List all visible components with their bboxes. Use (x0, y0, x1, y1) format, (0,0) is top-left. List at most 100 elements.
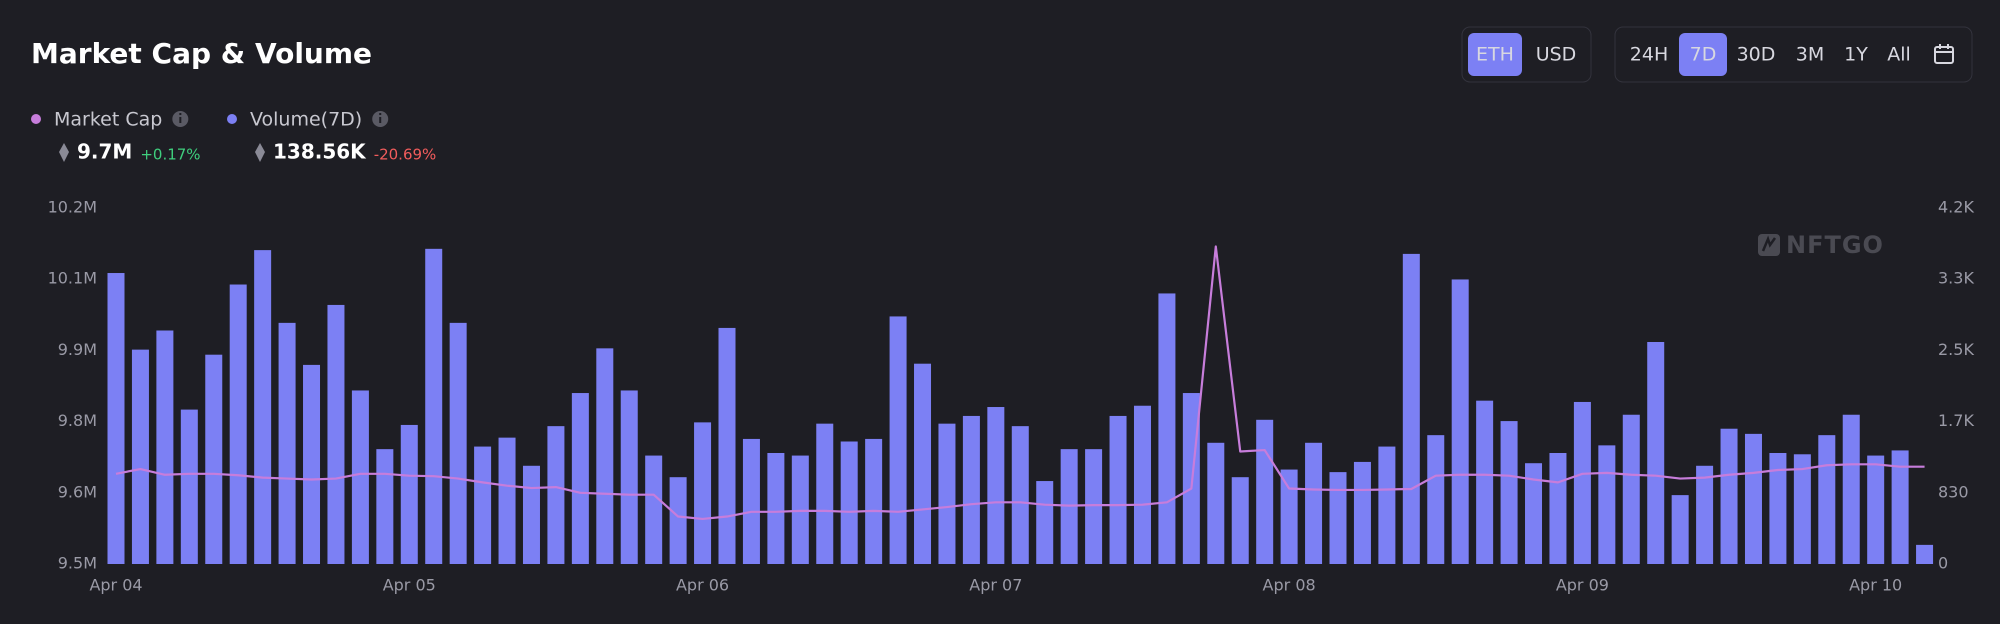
range-option[interactable]: All (1887, 44, 1911, 66)
volume-bar (938, 423, 956, 564)
volume-bar (1769, 452, 1787, 564)
currency-option[interactable]: USD (1536, 44, 1577, 66)
volume-bar (351, 390, 369, 564)
volume-bar (1696, 465, 1714, 564)
x-tick-label: Apr 10 (1849, 576, 1902, 595)
volume-bar (522, 465, 540, 564)
legend-value: 138.56K (273, 140, 367, 164)
currency-toggle (1461, 26, 1592, 83)
volume-bar (425, 248, 443, 564)
info-icon-dot (179, 113, 182, 115)
volume-bar (1598, 445, 1616, 564)
range-option[interactable]: 24H (1630, 44, 1668, 66)
market-cap-line (115, 245, 1925, 521)
range-toggle (1614, 26, 1973, 83)
volume-bar (1231, 477, 1249, 564)
y-tick-label: 9.9M (58, 340, 97, 359)
volume-bar (1329, 472, 1347, 564)
range-option[interactable]: 3M (1796, 44, 1824, 66)
volume-bar (1891, 450, 1909, 564)
volume-bar (1622, 414, 1640, 564)
y2-tick-label: 4.2K (1938, 198, 1974, 217)
currency-group: ETH USD (1468, 33, 1576, 76)
currency-option[interactable]: ETH (1476, 44, 1514, 66)
volume-bar (865, 438, 883, 564)
volume-bar (1720, 428, 1738, 564)
volume-bar (400, 424, 418, 564)
volume-bar (1500, 421, 1518, 564)
volume-bar (1256, 419, 1274, 564)
volume-bar (1305, 442, 1323, 564)
volume-bar (840, 441, 858, 564)
legend-label: Market Cap (54, 109, 162, 131)
volume-bar (1818, 435, 1836, 564)
watermark-text: NFTGO (1786, 231, 1884, 259)
volume-bar (180, 409, 198, 564)
volume-bar (376, 449, 394, 564)
volume-bar (1158, 293, 1176, 564)
volume-bar (1109, 415, 1127, 564)
x-tick-label: Apr 06 (676, 576, 729, 595)
volume-bar (1011, 426, 1029, 564)
volume-bar (767, 452, 785, 564)
volume-bar (327, 304, 345, 564)
volume-bar (889, 316, 907, 564)
volume-bar (1549, 452, 1567, 564)
eth-icon (59, 143, 69, 162)
volume-bar (914, 363, 932, 564)
y2-tick-label: 2.5K (1938, 340, 1974, 359)
volume-bar (1133, 405, 1151, 564)
y2-tick-label: 3.3K (1938, 269, 1974, 288)
volume-bar (694, 422, 712, 564)
watermark: NFTGO (1758, 231, 1884, 259)
volume-bar (1744, 433, 1762, 564)
info-icon-bar (179, 117, 182, 123)
y-tick-label: 10.2M (48, 198, 97, 217)
range-option[interactable]: 30D (1737, 44, 1776, 66)
volume-bar (620, 390, 638, 564)
volume-bar (1451, 279, 1469, 564)
y-tick-label: 9.8M (58, 411, 97, 430)
volume-bar (669, 477, 687, 564)
volume-bar (547, 426, 565, 564)
range-option[interactable]: 1Y (1844, 44, 1868, 66)
range-group: 24H 7D 30D 3M 1Y All (1630, 33, 1911, 76)
range-option[interactable]: 7D (1690, 44, 1717, 66)
volume-bar (962, 415, 980, 564)
volume-bar (205, 354, 223, 564)
volume-bar (1867, 455, 1885, 564)
volume-bar (449, 322, 467, 564)
volume-bar (1402, 253, 1420, 564)
volume-bar (229, 284, 247, 564)
legend-dot (31, 114, 41, 124)
y-tick-label: 10.1M (48, 269, 97, 288)
legend-dot (227, 114, 237, 124)
volume-bar (1476, 400, 1494, 564)
eth-icon (255, 143, 265, 162)
volume-bar (1207, 442, 1225, 564)
volume-bar (1647, 341, 1665, 564)
volume-bar (1793, 454, 1811, 564)
x-tick-label: Apr 04 (89, 576, 142, 595)
volume-bar (1842, 414, 1860, 564)
x-tick-label: Apr 07 (969, 576, 1022, 595)
volume-bar (987, 407, 1005, 564)
y2-tick-label: 1.7K (1938, 411, 1974, 430)
volume-bar (303, 364, 321, 564)
volume-bar (1916, 544, 1934, 564)
volume-bar (254, 250, 272, 565)
volume-bar (1427, 435, 1445, 564)
volume-bar (1280, 469, 1298, 564)
volume-bar (742, 438, 760, 564)
volume-bar (571, 393, 589, 564)
y-tick-label: 9.5M (58, 554, 97, 573)
calendar-button[interactable] (1934, 44, 1954, 64)
volume-bar (1036, 481, 1054, 564)
y-tick-label: 9.6M (58, 482, 97, 501)
legend-change: +0.17% (140, 146, 200, 164)
y2-tick-label: 0 (1938, 554, 1948, 573)
volume-bar (1573, 401, 1591, 564)
chart-title: Market Cap & Volume (31, 37, 372, 70)
volume-bar (278, 322, 296, 564)
